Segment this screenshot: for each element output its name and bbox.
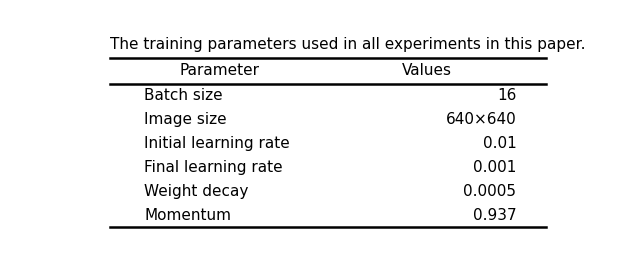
Text: 16: 16 (497, 88, 516, 103)
Text: 0.0005: 0.0005 (463, 184, 516, 199)
Text: Batch size: Batch size (145, 88, 223, 103)
Text: 0.937: 0.937 (473, 208, 516, 223)
Text: The training parameters used in all experiments in this paper.: The training parameters used in all expe… (110, 37, 585, 52)
Text: Final learning rate: Final learning rate (145, 160, 283, 175)
Text: Initial learning rate: Initial learning rate (145, 136, 290, 151)
Text: Values: Values (402, 63, 452, 78)
Text: 0.01: 0.01 (483, 136, 516, 151)
Text: 0.001: 0.001 (473, 160, 516, 175)
Text: Image size: Image size (145, 112, 227, 127)
Text: Momentum: Momentum (145, 208, 232, 223)
Text: Parameter: Parameter (179, 63, 259, 78)
Text: 640×640: 640×640 (445, 112, 516, 127)
Text: Weight decay: Weight decay (145, 184, 249, 199)
